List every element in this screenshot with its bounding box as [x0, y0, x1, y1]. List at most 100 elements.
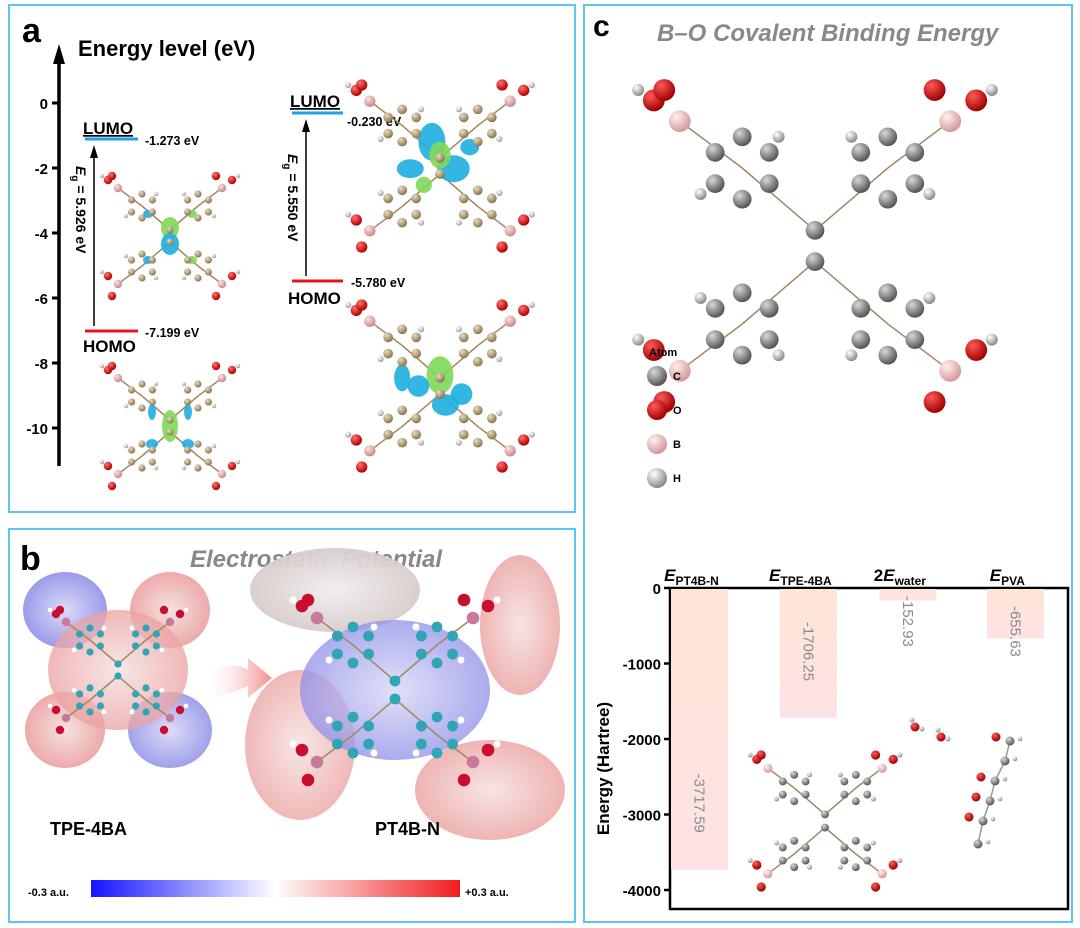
atom-c — [194, 464, 202, 472]
atom-c — [204, 256, 212, 264]
atom-c — [878, 283, 898, 303]
atom-c — [332, 630, 343, 642]
atom-h — [123, 443, 129, 449]
atom-b — [466, 755, 480, 769]
atom-c — [851, 174, 871, 193]
atom-c — [732, 345, 752, 365]
atom-b — [939, 110, 962, 133]
atom-h — [181, 191, 187, 197]
atom-o — [518, 214, 530, 226]
atom-c — [166, 428, 174, 436]
atom-o — [211, 171, 221, 181]
atom-c — [204, 446, 212, 454]
atom-c — [128, 458, 136, 466]
atom-h — [47, 703, 53, 709]
atom-c — [148, 256, 156, 264]
atom-c — [411, 413, 422, 424]
atom-o — [107, 171, 117, 181]
atom-o — [496, 79, 508, 91]
atom-c — [458, 112, 469, 123]
atom-h — [935, 727, 941, 733]
atom-h — [412, 749, 420, 757]
atom-b — [877, 869, 887, 879]
atom-c — [142, 684, 150, 692]
atom-h — [985, 333, 998, 346]
atom-b — [217, 183, 227, 193]
atom-c — [138, 380, 146, 388]
atom-c — [805, 221, 825, 240]
atom-c — [759, 143, 779, 162]
atom-o — [496, 241, 508, 253]
atom-o — [227, 461, 237, 471]
atom-c — [397, 356, 408, 367]
atom-b — [668, 110, 691, 133]
atom-o — [301, 773, 315, 787]
bond — [89, 639, 119, 665]
panel-c-figure: Atom C O B H 0 -1000 -2000 -3000 -4000 Energy (H… — [594, 79, 1070, 911]
atom-c — [86, 708, 94, 716]
atom-h — [71, 687, 77, 693]
atom-o — [457, 593, 471, 607]
panel-b-electrostatic-potential: b Electrostatic Potential TPE-4B — [8, 528, 576, 923]
atom-b — [668, 359, 691, 382]
atom-h — [325, 656, 333, 664]
atom-c — [166, 226, 174, 234]
atom-o — [756, 750, 766, 760]
atom-o — [356, 299, 368, 311]
pt4bn-lumo-orbital-image — [345, 79, 535, 253]
atom-b — [165, 617, 175, 627]
pt4bn-gap-label: Eg = 5.550 eV — [281, 154, 301, 242]
atom-c — [435, 169, 445, 179]
atom-h — [153, 381, 159, 387]
orbital-lobe — [148, 404, 156, 420]
atom-h — [289, 740, 297, 748]
atom-h — [211, 403, 217, 409]
atom-b — [939, 359, 962, 382]
orbital-lobe — [431, 394, 459, 416]
category-label: EPVA — [990, 566, 1025, 588]
atom-h — [101, 709, 107, 715]
orbital-lobe — [162, 410, 178, 442]
atom-c — [152, 690, 160, 698]
atom-o — [936, 732, 946, 742]
atom-c — [96, 702, 104, 710]
atom-c — [705, 174, 725, 193]
atom-c — [1000, 756, 1010, 766]
atom-c — [128, 256, 136, 264]
atom-swatch-icon — [647, 366, 667, 386]
atom-b — [466, 611, 480, 625]
atom-b — [763, 869, 773, 879]
atom-c — [790, 770, 799, 779]
atom-c — [96, 630, 104, 638]
bar-1 — [779, 589, 837, 718]
tpe4ba-lumo-label: LUMO — [83, 119, 133, 138]
atom-c — [194, 440, 202, 448]
atom-h — [897, 752, 903, 758]
atom-c — [397, 405, 408, 416]
y-tick-label: -8 — [35, 356, 48, 373]
atom-c — [184, 208, 192, 216]
esp-color-scale-bar — [91, 880, 460, 897]
atom-c — [411, 332, 422, 343]
atom-h — [211, 213, 217, 219]
atom-c — [114, 672, 122, 680]
atom-o — [356, 79, 368, 91]
atom-o — [496, 461, 508, 473]
atom-h — [457, 716, 465, 724]
atom-c — [132, 690, 140, 698]
panel-a-label: a — [22, 12, 41, 50]
atom-h — [945, 736, 951, 742]
atom-h — [493, 740, 501, 748]
atom-c — [138, 464, 146, 472]
atom-c — [431, 657, 443, 669]
atom-h — [837, 772, 843, 778]
tpe4ba-lumo-orbital-image — [99, 171, 241, 301]
atom-c — [114, 660, 122, 668]
atom-h — [183, 607, 189, 613]
atom-h — [345, 211, 352, 218]
atom-c — [472, 324, 483, 335]
atom-h — [370, 623, 378, 631]
pt4bn-homo-orbital-image — [345, 299, 535, 473]
atom-o — [55, 605, 65, 615]
bond — [352, 698, 396, 736]
